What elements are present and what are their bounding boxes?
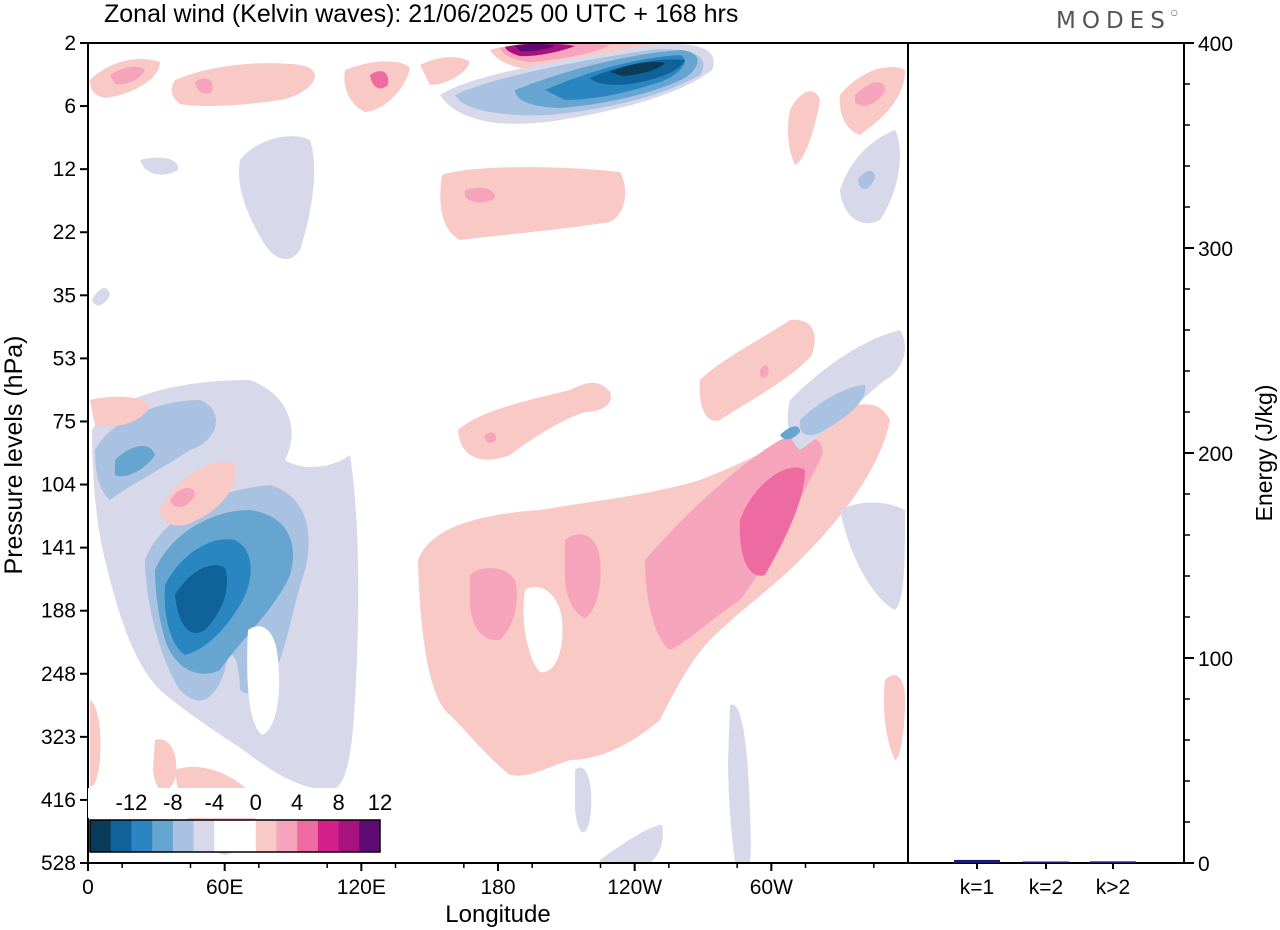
x-axis: 0 60E 120E 180 120W 60W bbox=[82, 863, 875, 899]
colorbar-frame bbox=[89, 819, 381, 853]
x-tick-label: 120E bbox=[337, 876, 386, 899]
energy-tick-label: 200 bbox=[1198, 443, 1233, 466]
y-tick-label: 141 bbox=[41, 537, 76, 560]
energy-bar-k=1 bbox=[954, 859, 1000, 863]
colorbar-label: -4 bbox=[205, 790, 225, 815]
colorbar-swatch bbox=[359, 820, 381, 852]
colorbar-label: 12 bbox=[368, 790, 392, 815]
colorbar-swatch bbox=[152, 820, 174, 852]
energy-category-label: k=2 bbox=[1029, 876, 1063, 899]
colorbar-label: 0 bbox=[250, 790, 262, 815]
colorbar-swatch bbox=[172, 820, 195, 852]
chart-title: Zonal wind (Kelvin waves): 21/06/2025 00… bbox=[104, 0, 738, 28]
colorbar-swatch bbox=[110, 820, 132, 852]
colorbar-swatch bbox=[214, 820, 236, 852]
y-tick-label: 12 bbox=[53, 158, 76, 181]
modes-logo: MODES○ bbox=[1056, 8, 1178, 34]
energy-tick-label: 100 bbox=[1198, 648, 1233, 671]
energy-tick-label: 0 bbox=[1198, 853, 1210, 876]
y-tick-label: 188 bbox=[41, 600, 76, 623]
colorbar-swatch bbox=[193, 820, 215, 852]
energy-axis-title: Energy (J/kg) bbox=[1251, 385, 1277, 522]
energy-panel-frame bbox=[907, 42, 1185, 864]
y-axis-pressure: 2 6 12 22 35 53 75 104 141 188 248 323 416 528 bbox=[41, 32, 88, 875]
y-tick-label: 53 bbox=[53, 347, 76, 370]
x-tick-label: 180 bbox=[480, 876, 515, 899]
x-tick-label: 120W bbox=[607, 876, 662, 899]
colorbar-label-background bbox=[88, 788, 382, 818]
x-tick-label: 60W bbox=[750, 876, 793, 899]
energy-category-label: k>2 bbox=[1096, 876, 1130, 899]
colorbar: -12 -8 -4 0 4 8 12 bbox=[88, 788, 392, 853]
x-tick-label: 0 bbox=[82, 876, 94, 899]
colorbar-swatch bbox=[338, 820, 360, 852]
x-axis-title: Longitude bbox=[445, 901, 550, 928]
colorbar-swatch bbox=[297, 820, 319, 852]
energy-bar-k>2 bbox=[1090, 861, 1136, 863]
energy-tick-label: 400 bbox=[1198, 33, 1233, 56]
colorbar-label: -8 bbox=[163, 790, 183, 815]
positive-anomaly-lower-troposphere bbox=[418, 404, 890, 776]
y-axis-energy: 0 100 200 300 400 bbox=[1184, 33, 1233, 876]
colorbar-label: -12 bbox=[116, 790, 148, 815]
colorbar-swatch bbox=[90, 820, 112, 852]
stratospheric-anomalies bbox=[90, 43, 905, 306]
energy-bar-k=2 bbox=[1023, 861, 1069, 863]
negative-anomaly-lower-troposphere bbox=[92, 380, 359, 790]
colorbar-label: 8 bbox=[332, 790, 344, 815]
brand-text: MODES bbox=[1056, 8, 1171, 34]
y-tick-label: 416 bbox=[41, 789, 76, 812]
colorbar-swatch bbox=[276, 820, 298, 852]
x-tick-label: 60E bbox=[206, 876, 243, 899]
y-tick-label: 75 bbox=[53, 410, 76, 433]
colorbar-swatch bbox=[255, 820, 277, 852]
y-axis-title: Pressure levels (hPa) bbox=[0, 336, 28, 575]
y-tick-label: 35 bbox=[53, 284, 76, 307]
y-tick-label: 2 bbox=[64, 32, 76, 55]
y-tick-label: 323 bbox=[41, 726, 76, 749]
y-tick-label: 22 bbox=[53, 221, 76, 244]
energy-tick-label: 300 bbox=[1198, 238, 1233, 261]
y-tick-label: 528 bbox=[41, 852, 76, 875]
y-tick-label: 6 bbox=[64, 95, 76, 118]
contour-field bbox=[88, 43, 908, 863]
energy-category-label: k=1 bbox=[960, 876, 994, 899]
y-tick-label: 104 bbox=[41, 474, 76, 497]
colorbar-label: 4 bbox=[291, 790, 303, 815]
colorbar-swatch bbox=[131, 820, 153, 852]
mid-level-anomalies bbox=[90, 319, 905, 610]
colorbar-swatch bbox=[317, 820, 340, 852]
energy-bars: k=1 k=2 k>2 bbox=[954, 859, 1136, 899]
colorbar-swatch bbox=[235, 820, 257, 852]
y-tick-label: 248 bbox=[41, 663, 76, 686]
